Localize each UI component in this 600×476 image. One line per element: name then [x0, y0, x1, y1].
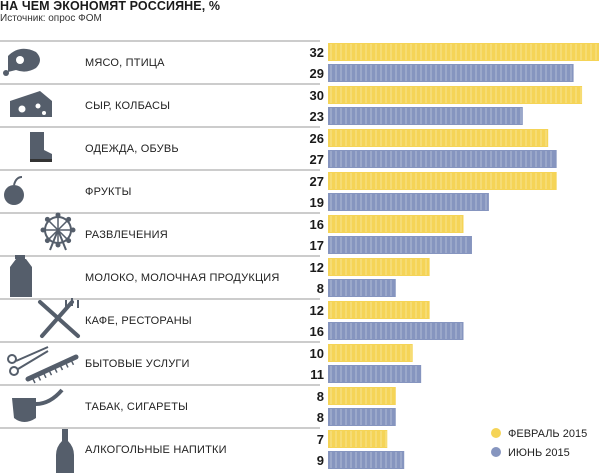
value-label-feb: 7	[317, 432, 324, 447]
bar-jun	[328, 107, 523, 125]
value-label-jun: 16	[310, 324, 324, 339]
category-label: ФРУКТЫ	[85, 186, 132, 198]
ham-icon	[3, 48, 40, 76]
category-row: БЫТОВЫЕ УСЛУГИ 10 11	[0, 341, 422, 384]
bar-jun	[328, 365, 422, 383]
bar-jun	[328, 322, 464, 340]
value-label-feb: 32	[310, 45, 324, 60]
bar-jun	[328, 64, 574, 82]
value-label-feb: 12	[310, 303, 324, 318]
category-label: БЫТОВЫЕ УСЛУГИ	[85, 358, 190, 370]
category-label: ОДЕЖДА, ОБУВЬ	[85, 143, 179, 155]
chart-source: Источник: опрос ФОМ	[0, 13, 102, 24]
bar-jun	[328, 193, 489, 211]
milk-carton-icon	[10, 255, 32, 297]
fork-knife-icon	[38, 298, 80, 338]
category-row: РАЗВЛЕЧЕНИЯ 16 17	[0, 212, 472, 254]
category-row: МЯСО, ПТИЦА 32 29	[0, 40, 599, 82]
value-label-feb: 27	[310, 174, 324, 189]
bar-feb	[328, 215, 464, 233]
ferris-wheel-icon	[40, 212, 76, 251]
apple-icon	[4, 176, 24, 205]
legend-label-jun: ИЮНЬ 2015	[508, 447, 570, 459]
category-label: ТАБАК, СИГАРЕТЫ	[85, 401, 188, 413]
value-label-feb: 26	[310, 131, 324, 146]
category-label: МЯСО, ПТИЦА	[85, 57, 165, 69]
value-label-feb: 16	[310, 217, 324, 232]
legend-swatch-jun	[491, 447, 501, 457]
bar-jun	[328, 451, 405, 469]
chart-title: НА ЧЕМ ЭКОНОМЯТ РОССИЯНЕ, %	[0, 0, 221, 13]
value-label-jun: 19	[310, 195, 324, 210]
bar-feb	[328, 344, 413, 362]
bar-feb	[328, 172, 557, 190]
value-label-jun: 29	[310, 66, 324, 81]
value-label-jun: 8	[317, 410, 324, 425]
pipe-icon	[12, 388, 64, 422]
bar-feb	[328, 258, 430, 276]
bar-feb	[328, 301, 430, 319]
category-label: КАФЕ, РЕСТОРАНЫ	[85, 315, 192, 327]
legend: ФЕВРАЛЬ 2015 ИЮНЬ 2015	[491, 428, 587, 459]
value-label-feb: 8	[317, 389, 324, 404]
value-label-jun: 8	[317, 281, 324, 296]
category-label: АЛКОГОЛЬНЫЕ НАПИТКИ	[85, 444, 227, 456]
value-label-feb: 10	[310, 346, 324, 361]
category-label: МОЛОКО, МОЛОЧНАЯ ПРОДУКЦИЯ	[85, 272, 280, 284]
bar-feb	[328, 43, 599, 61]
bar-feb	[328, 387, 396, 405]
boot-icon	[30, 132, 52, 162]
category-row: СЫР, КОЛБАСЫ 30 23	[0, 83, 583, 125]
bar-feb	[328, 86, 583, 104]
category-row: ФРУКТЫ 27 19	[0, 169, 557, 211]
bar-jun	[328, 279, 396, 297]
category-row: АЛКОГОЛЬНЫЕ НАПИТКИ 7 9	[0, 427, 405, 473]
legend-label-feb: ФЕВРАЛЬ 2015	[508, 428, 587, 440]
value-label-jun: 17	[310, 238, 324, 253]
category-label: РАЗВЛЕЧЕНИЯ	[85, 229, 168, 241]
value-label-feb: 30	[310, 88, 324, 103]
bar-jun	[328, 236, 472, 254]
value-label-feb: 12	[310, 260, 324, 275]
category-label: СЫР, КОЛБАСЫ	[85, 100, 170, 112]
category-row: ТАБАК, СИГАРЕТЫ 8 8	[0, 384, 396, 426]
category-row: КАФЕ, РЕСТОРАНЫ 12 16	[0, 298, 464, 340]
value-label-jun: 27	[310, 152, 324, 167]
category-row: ОДЕЖДА, ОБУВЬ 26 27	[0, 126, 557, 168]
bottle-icon	[56, 429, 74, 473]
category-row: МОЛОКО, МОЛОЧНАЯ ПРОДУКЦИЯ 12 8	[0, 255, 430, 297]
bar-feb	[328, 129, 549, 147]
cheese-icon	[10, 91, 52, 117]
legend-swatch-feb	[491, 428, 501, 438]
value-label-jun: 11	[310, 367, 324, 382]
scissors-comb-icon	[7, 346, 79, 384]
bar-feb	[328, 430, 388, 448]
value-label-jun: 9	[317, 453, 324, 468]
value-label-jun: 23	[310, 109, 324, 124]
bar-jun	[328, 150, 557, 168]
bar-jun	[328, 408, 396, 426]
